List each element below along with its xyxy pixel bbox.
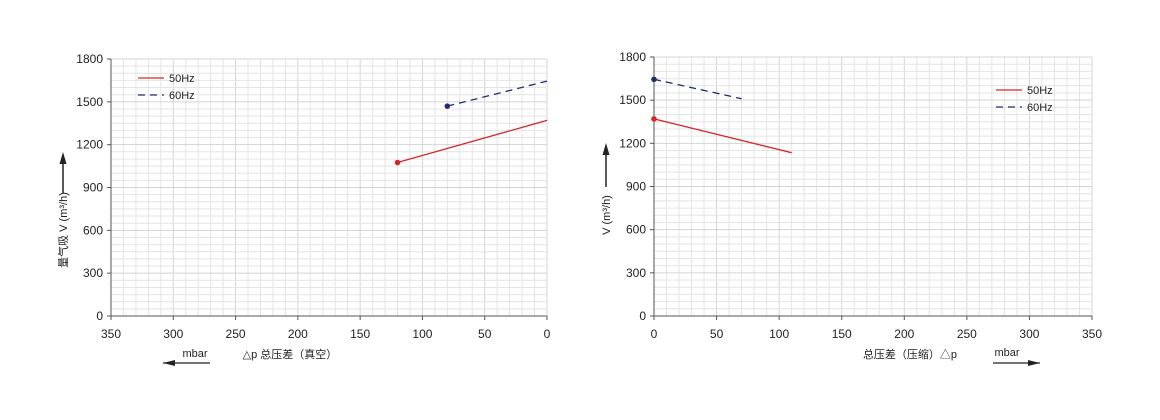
x-tick-label: 150: [350, 327, 370, 341]
series-line-50Hz: [653, 118, 792, 154]
series-line-60Hz: [447, 80, 548, 107]
x-tick-label: 250: [957, 327, 977, 341]
x-tick-label: 350: [1082, 327, 1102, 341]
y-tick-label: 1200: [619, 136, 646, 150]
x-axis-label: 总压差（压缩）△p: [863, 347, 957, 361]
x-tick-label: 0: [651, 327, 658, 341]
x-unit-label: mbar: [994, 347, 1019, 359]
x-tick-label: 200: [288, 327, 308, 341]
x-tick-label: 0: [544, 327, 551, 341]
series-endpoint-50Hz: [651, 116, 657, 122]
chart-1: 0 300 600 900 1200 1500 1800 350 300 250 200 150 100…: [56, 52, 551, 366]
x-tick-label: 50: [478, 327, 492, 341]
x-arrowhead-icon: [163, 360, 175, 366]
y-tick-label: 1200: [76, 138, 103, 152]
chart-2: 0 300 600 900 1200 1500 1800 0 50 100 150 200 250 300…: [601, 50, 1102, 366]
y-axis-label: V (m³/h): [601, 195, 613, 235]
x-tick-label: 250: [226, 327, 246, 341]
legend-label: 50Hz: [169, 73, 195, 85]
y-tick-label: 600: [626, 223, 646, 237]
legend-label: 60Hz: [1027, 102, 1053, 114]
series-endpoint-50Hz: [394, 159, 401, 166]
x-tick-label: 350: [101, 327, 121, 341]
y-tick-label: 900: [626, 180, 646, 194]
y-tick-label: 1800: [76, 52, 103, 66]
legend-label: 50Hz: [1027, 85, 1053, 97]
x-tick-label: 100: [412, 327, 432, 341]
y-tick-label: 1500: [76, 95, 103, 109]
legend-label: 60Hz: [169, 90, 195, 102]
series-endpoint-60Hz: [651, 76, 657, 83]
x-arrowhead-icon: [1028, 360, 1040, 366]
y-arrowhead-icon: [59, 152, 67, 164]
y-tick-label: 300: [626, 266, 646, 280]
y-tick-label: 900: [83, 181, 103, 195]
y-tick-label: 600: [83, 223, 103, 237]
x-tick-label: 200: [894, 327, 914, 341]
series-endpoint-60Hz: [444, 103, 451, 109]
x-tick-label: 300: [163, 327, 183, 341]
x-tick-label: 50: [710, 327, 724, 341]
y-tick-label: 1500: [619, 93, 646, 107]
y-tick-label: 0: [96, 309, 103, 323]
x-unit-label: mbar: [182, 348, 207, 360]
grid: [653, 56, 1093, 317]
y-tick-label: 1800: [619, 50, 646, 64]
grid: [110, 58, 548, 317]
x-axis-label: △p 总压差（真空）: [243, 347, 338, 361]
y-arrowhead-icon: [602, 143, 610, 155]
series-line-60Hz: [653, 78, 742, 100]
x-tick-label: 300: [1019, 327, 1039, 341]
y-axis-label: 量气吸 V (m³/h): [56, 192, 70, 268]
series-line-50Hz: [397, 119, 548, 164]
x-tick-label: 100: [769, 327, 789, 341]
x-tick-label: 150: [832, 327, 852, 341]
y-tick-label: 300: [83, 266, 103, 280]
y-tick-label: 0: [639, 309, 646, 323]
